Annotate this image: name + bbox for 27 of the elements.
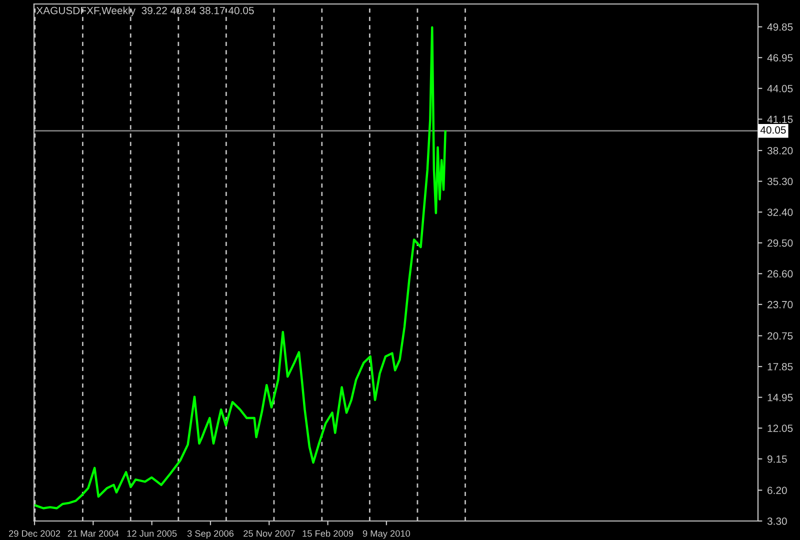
y-tick-label: 32.40 bbox=[767, 208, 793, 216]
y-tick-label: 46.95 bbox=[767, 54, 793, 62]
y-tick-label: 23.70 bbox=[768, 300, 793, 308]
y-tick-label: 35.30 bbox=[767, 178, 793, 186]
chart-title: XAGUSDFXF,Weekly 39.22 40.84 38.17 40.05 bbox=[36, 6, 254, 16]
y-tick-label: 20.75 bbox=[768, 332, 793, 340]
y-tick-label: 49.85 bbox=[767, 23, 793, 31]
x-tick-label: 9 May 2010 bbox=[362, 530, 410, 539]
y-tick-label: 38.20 bbox=[767, 147, 793, 154]
x-tick-label: 21 Mar 2004 bbox=[68, 530, 119, 537]
x-tick-label: 12 Jun 2005 bbox=[127, 530, 177, 537]
y-tick-label: 14.95 bbox=[768, 394, 793, 402]
y-tick-label: 44.05 bbox=[767, 84, 793, 92]
x-tick-label: 3 Sep 2006 bbox=[187, 530, 234, 539]
y-tick-label: 41.15 bbox=[767, 116, 793, 124]
line-series bbox=[34, 26, 446, 510]
y-tick-label: 17.85 bbox=[768, 363, 793, 370]
y-tick-label: 12.05 bbox=[768, 424, 793, 432]
y-tick-label: 9.15 bbox=[768, 455, 787, 463]
y-tick-label: 29.50 bbox=[768, 239, 793, 247]
ref-line-label: 40.05 bbox=[760, 126, 786, 134]
y-tick-label: 3.30 bbox=[767, 518, 787, 525]
x-tick-label: 25 Nov 2007 bbox=[244, 530, 295, 537]
y-tick-label: 6.20 bbox=[768, 486, 787, 494]
y-tick-label: 26.60 bbox=[768, 270, 793, 278]
x-tick-label: 29 Dec 2002 bbox=[8, 530, 60, 537]
x-tick-label: 15 Feb 2009 bbox=[302, 530, 354, 537]
